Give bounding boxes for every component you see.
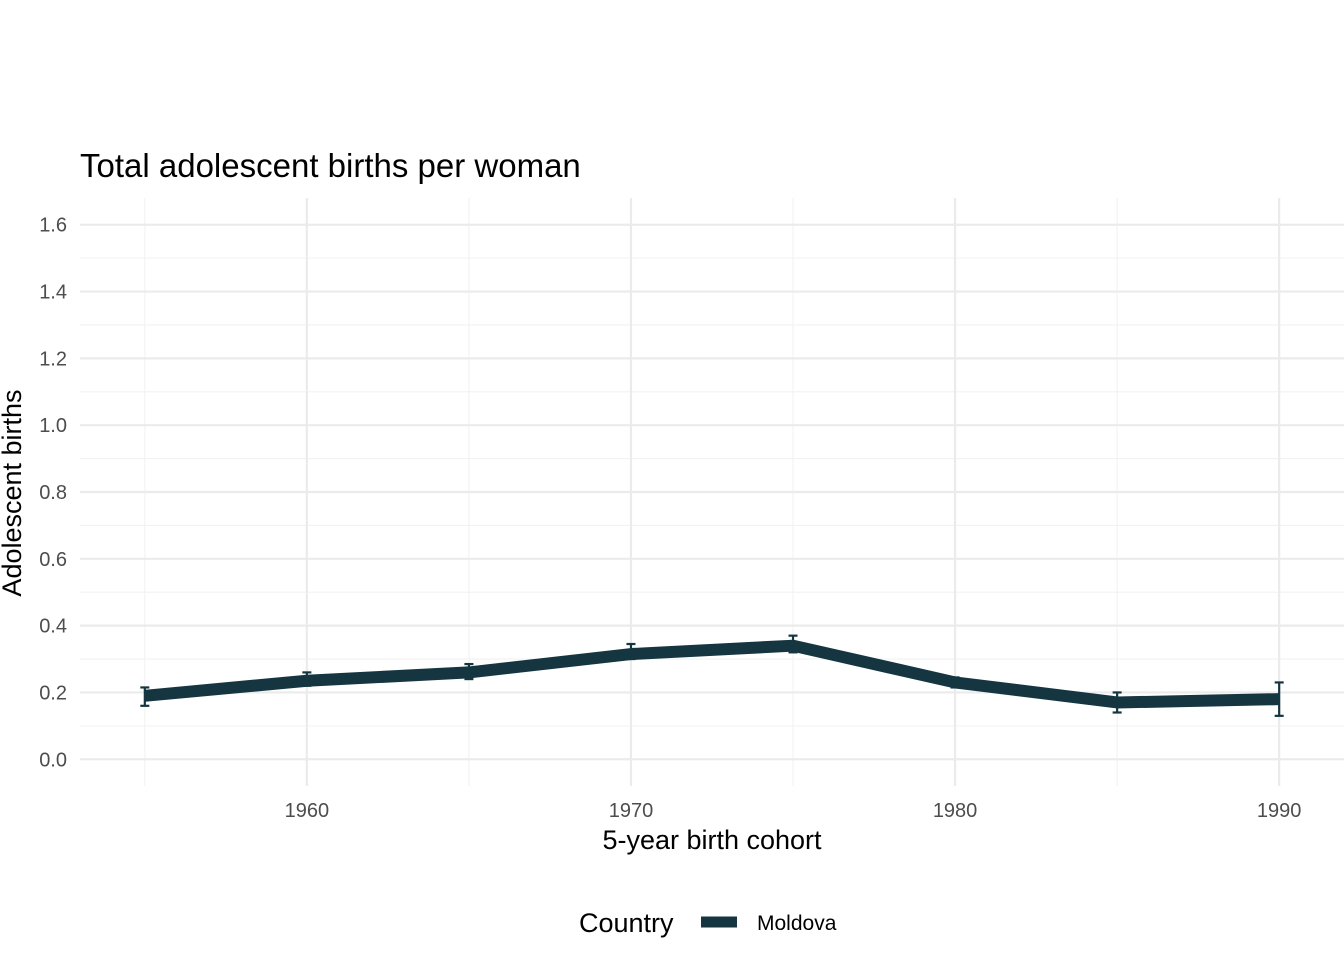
x-tick-label: 1990 [1257, 800, 1302, 822]
series-line-moldova [144, 639, 1280, 709]
error-bar [1274, 681, 1284, 717]
legend-label-moldova: Moldova [757, 912, 837, 935]
y-tick-label: 0.4 [39, 616, 67, 638]
y-tick-label: 1.0 [39, 415, 67, 437]
grid [80, 198, 1344, 786]
y-tick-label: 0.6 [39, 549, 67, 571]
y-axis-ticks: 0.0 0.2 0.4 0.6 0.8 1.0 1.2 1.4 1.6 [39, 215, 67, 772]
legend-title: Country [579, 908, 674, 938]
x-axis-ticks: 1960 1970 1980 1990 [285, 800, 1302, 822]
y-tick-label: 1.4 [39, 282, 67, 304]
error-bar [1112, 691, 1122, 714]
error-bar [464, 662, 474, 681]
y-tick-label: 1.6 [39, 215, 67, 237]
series-layer [140, 634, 1284, 717]
y-tick-label: 0.8 [39, 482, 67, 504]
error-bar [950, 676, 960, 689]
y-tick-label: 0.2 [39, 682, 67, 704]
y-tick-label: 0.0 [39, 749, 67, 771]
x-tick-label: 1970 [609, 800, 654, 822]
y-tick-label: 1.2 [39, 348, 67, 370]
x-axis-title: 5-year birth cohort [602, 825, 822, 855]
x-tick-label: 1980 [933, 800, 978, 822]
error-bar [626, 642, 636, 661]
x-tick-label: 1960 [285, 800, 330, 822]
chart-title: Total adolescent births per woman [80, 147, 581, 184]
y-axis-title: Adolescent births [0, 389, 27, 596]
error-bar [140, 686, 150, 707]
legend: Country Moldova [579, 908, 837, 938]
error-bar [302, 671, 312, 687]
error-bar [788, 634, 798, 654]
